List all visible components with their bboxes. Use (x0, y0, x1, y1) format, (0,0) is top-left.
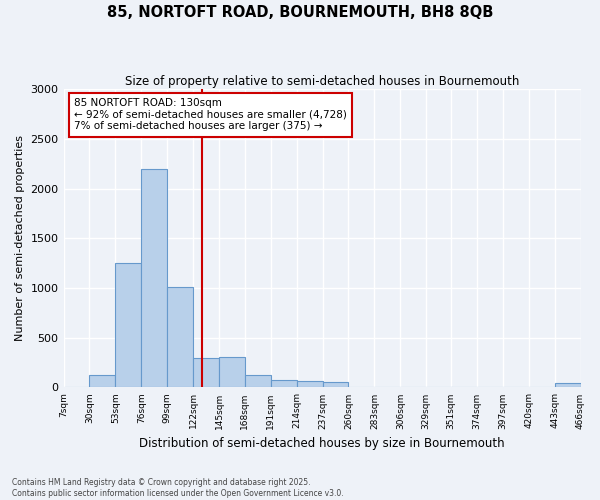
Bar (271, 380, 296, 388)
Bar (89, 374, 115, 388)
Bar (219, 357, 245, 388)
Title: Size of property relative to semi-detached houses in Bournemouth: Size of property relative to semi-detach… (125, 75, 519, 88)
Text: Contains HM Land Registry data © Crown copyright and database right 2025.
Contai: Contains HM Land Registry data © Crown c… (12, 478, 344, 498)
Bar (245, 375, 271, 388)
Bar (167, 287, 193, 388)
Y-axis label: Number of semi-detached properties: Number of semi-detached properties (15, 136, 25, 342)
Bar (115, 263, 141, 388)
Text: 85, NORTOFT ROAD, BOURNEMOUTH, BH8 8QB: 85, NORTOFT ROAD, BOURNEMOUTH, BH8 8QB (107, 5, 493, 20)
X-axis label: Distribution of semi-detached houses by size in Bournemouth: Distribution of semi-detached houses by … (139, 437, 505, 450)
Text: 85 NORTOFT ROAD: 130sqm
← 92% of semi-detached houses are smaller (4,728)
7% of : 85 NORTOFT ROAD: 130sqm ← 92% of semi-de… (74, 98, 347, 132)
Bar (554, 383, 581, 388)
Bar (296, 382, 323, 388)
Bar (141, 168, 167, 388)
Bar (323, 382, 349, 388)
Bar (193, 358, 219, 388)
